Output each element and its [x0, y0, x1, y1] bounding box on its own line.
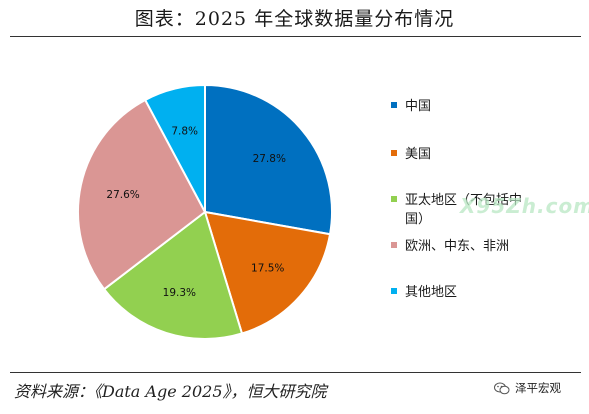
wechat-watermark: 泽平宏观 — [494, 380, 561, 396]
legend-label-2: 亚太地区（不包括中 — [405, 193, 522, 208]
wechat-account-name: 泽平宏观 — [515, 381, 561, 395]
chart-title: 图表：2025 年全球数据量分布情况 — [134, 8, 455, 30]
pie-slice-4 — [143, 83, 206, 213]
pie-slice-2 — [102, 210, 244, 340]
pie-slice-3 — [77, 98, 207, 291]
legend-swatch-0 — [391, 102, 397, 108]
legend-swatch-2 — [391, 196, 397, 202]
title-divider — [10, 36, 581, 37]
source-note: 资料来源：《Data Age 2025》，恒大研究院 — [14, 382, 327, 401]
legend-label-4: 其他地区 — [405, 285, 457, 300]
slice-value-label-1: 17.5% — [251, 263, 284, 275]
source-divider — [10, 372, 581, 373]
pie-slice-0 — [204, 83, 333, 236]
wechat-icon — [494, 382, 510, 394]
legend-swatch-4 — [391, 288, 397, 294]
pie-slice-labels: 27.8% 17.5% 19.3% 27.6% 7.8% — [106, 126, 286, 299]
legend-swatch-3 — [391, 242, 397, 248]
legend-swatch-1 — [391, 150, 397, 156]
pie-slices — [77, 83, 333, 340]
legend-label-3: 欧洲、中东、非洲 — [405, 239, 509, 254]
legend-label-0: 中国 — [405, 99, 431, 114]
slice-value-label-0: 27.8% — [253, 153, 286, 165]
pie-slice-1 — [203, 210, 332, 335]
slice-value-label-4: 7.8% — [171, 126, 198, 138]
legend-label-2-line1: 国） — [405, 212, 431, 227]
legend-label-1: 美国 — [405, 147, 431, 162]
slice-value-label-3: 27.6% — [106, 189, 139, 201]
slice-value-label-2: 19.3% — [163, 287, 196, 299]
pie-chart: 27.8% 17.5% 19.3% 27.6% 7.8% 中国美国亚太地区（不包括中国）… — [77, 83, 522, 340]
site-watermark: X95Zh.com — [460, 194, 589, 218]
